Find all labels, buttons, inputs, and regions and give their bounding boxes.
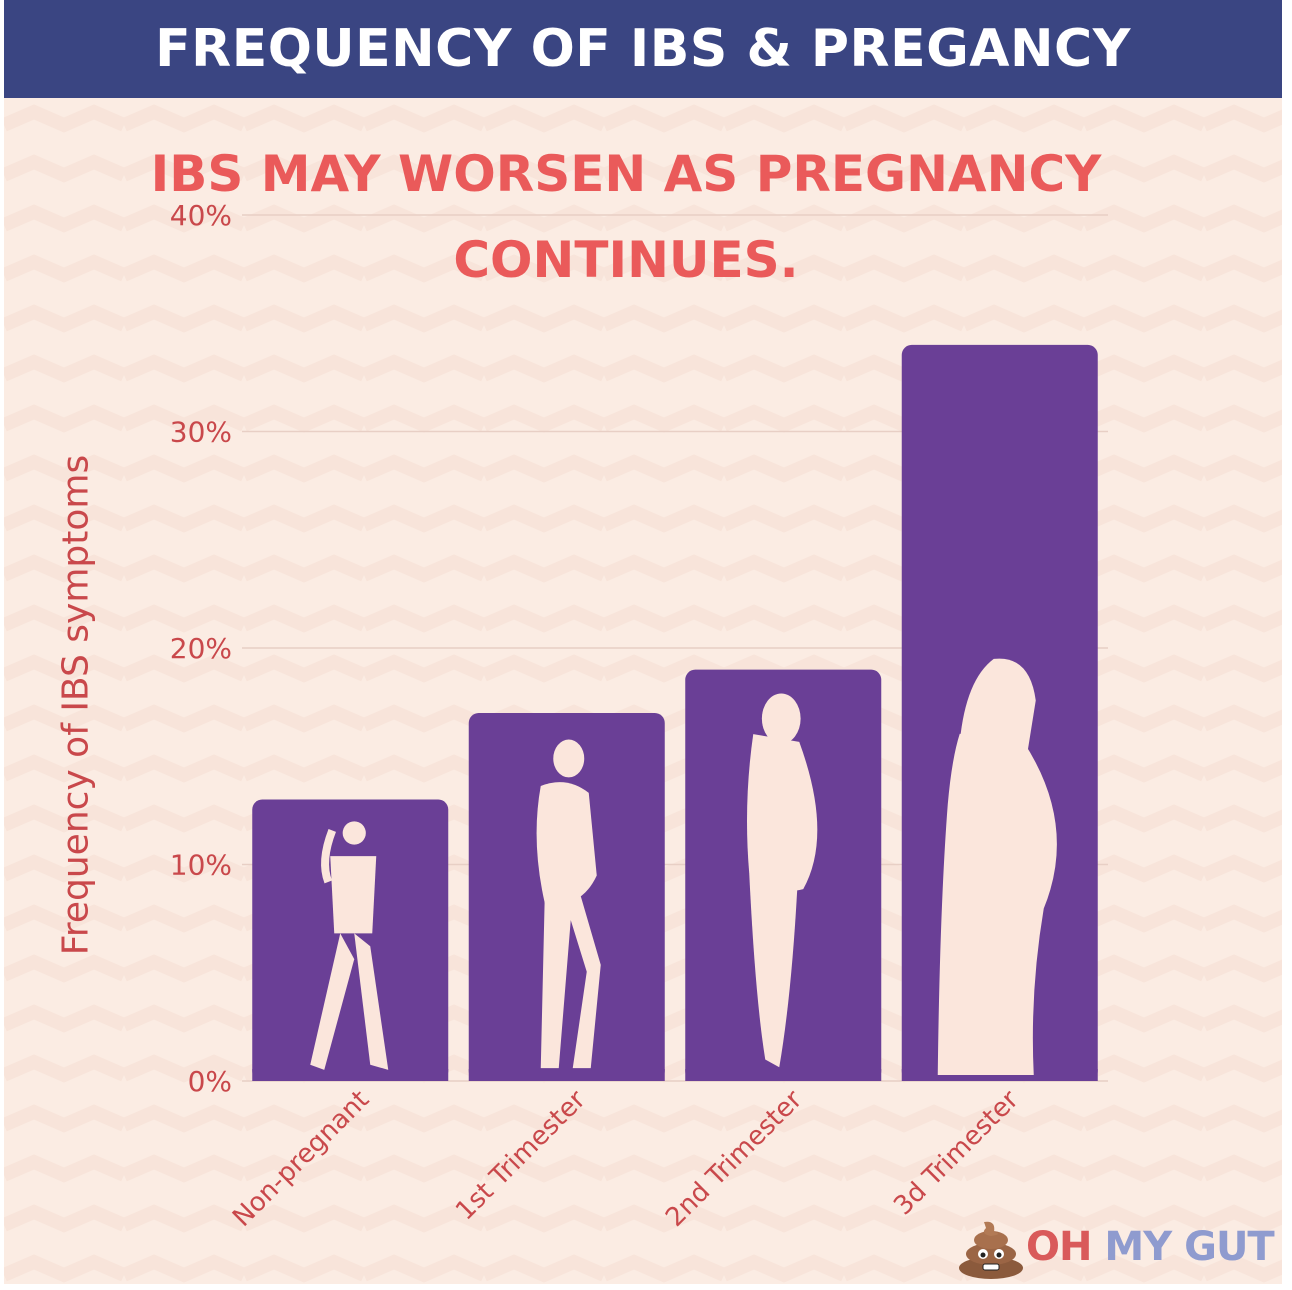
bar-group: [252, 799, 449, 1081]
poop-emoji-icon: [959, 1221, 1023, 1279]
y-tick-label: 20%: [170, 632, 232, 665]
y-tick-label: 10%: [170, 849, 232, 882]
bar: [252, 799, 449, 1081]
silhouette-illustration: [536, 739, 601, 1069]
bar-base: [468, 1069, 665, 1081]
silhouette-illustration: [937, 658, 1057, 1075]
header-title: FREQUENCY OF IBS & PREGANCY: [155, 19, 1131, 79]
bar-chart: 0%10%20%30%40% Non-pregnant 1st Trimester…: [4, 98, 1282, 1284]
subtitle-line-1: IBS MAY WORSEN AS PREGNANCY: [150, 145, 1102, 203]
header-bar: FREQUENCY OF IBS & PREGANCY: [4, 0, 1282, 98]
logo-text-oh: OH: [1026, 1224, 1092, 1270]
bar-layer: [252, 344, 1098, 1081]
bar-group: [901, 344, 1098, 1081]
y-axis-label: Frequency of IBS symptoms: [55, 454, 97, 956]
infographic-panel: FREQUENCY OF IBS & PREGANCY 0% 10% 20% 30% 4…: [4, 0, 1282, 1284]
bar-group: [468, 712, 665, 1081]
y-tick-label: 30%: [170, 416, 232, 449]
logo-text-mygut: MY GUT: [1091, 1224, 1274, 1270]
logo-text: OH MY GUT: [1026, 1224, 1275, 1270]
subtitle-line-2: CONTINUES.: [453, 231, 799, 289]
silhouette-illustration: [747, 693, 818, 1068]
y-tick-label: 0%: [188, 1065, 232, 1098]
silhouette-illustration: [310, 821, 389, 1070]
bar-group: [685, 669, 882, 1081]
y-tick-label: 40%: [170, 199, 232, 232]
bar-base: [685, 1069, 882, 1081]
bar-base: [252, 1069, 449, 1081]
brand-logo: OH MY GUT: [956, 1212, 1282, 1282]
tick-layer: 0% 10% 20% 30% 40%: [170, 199, 232, 1098]
